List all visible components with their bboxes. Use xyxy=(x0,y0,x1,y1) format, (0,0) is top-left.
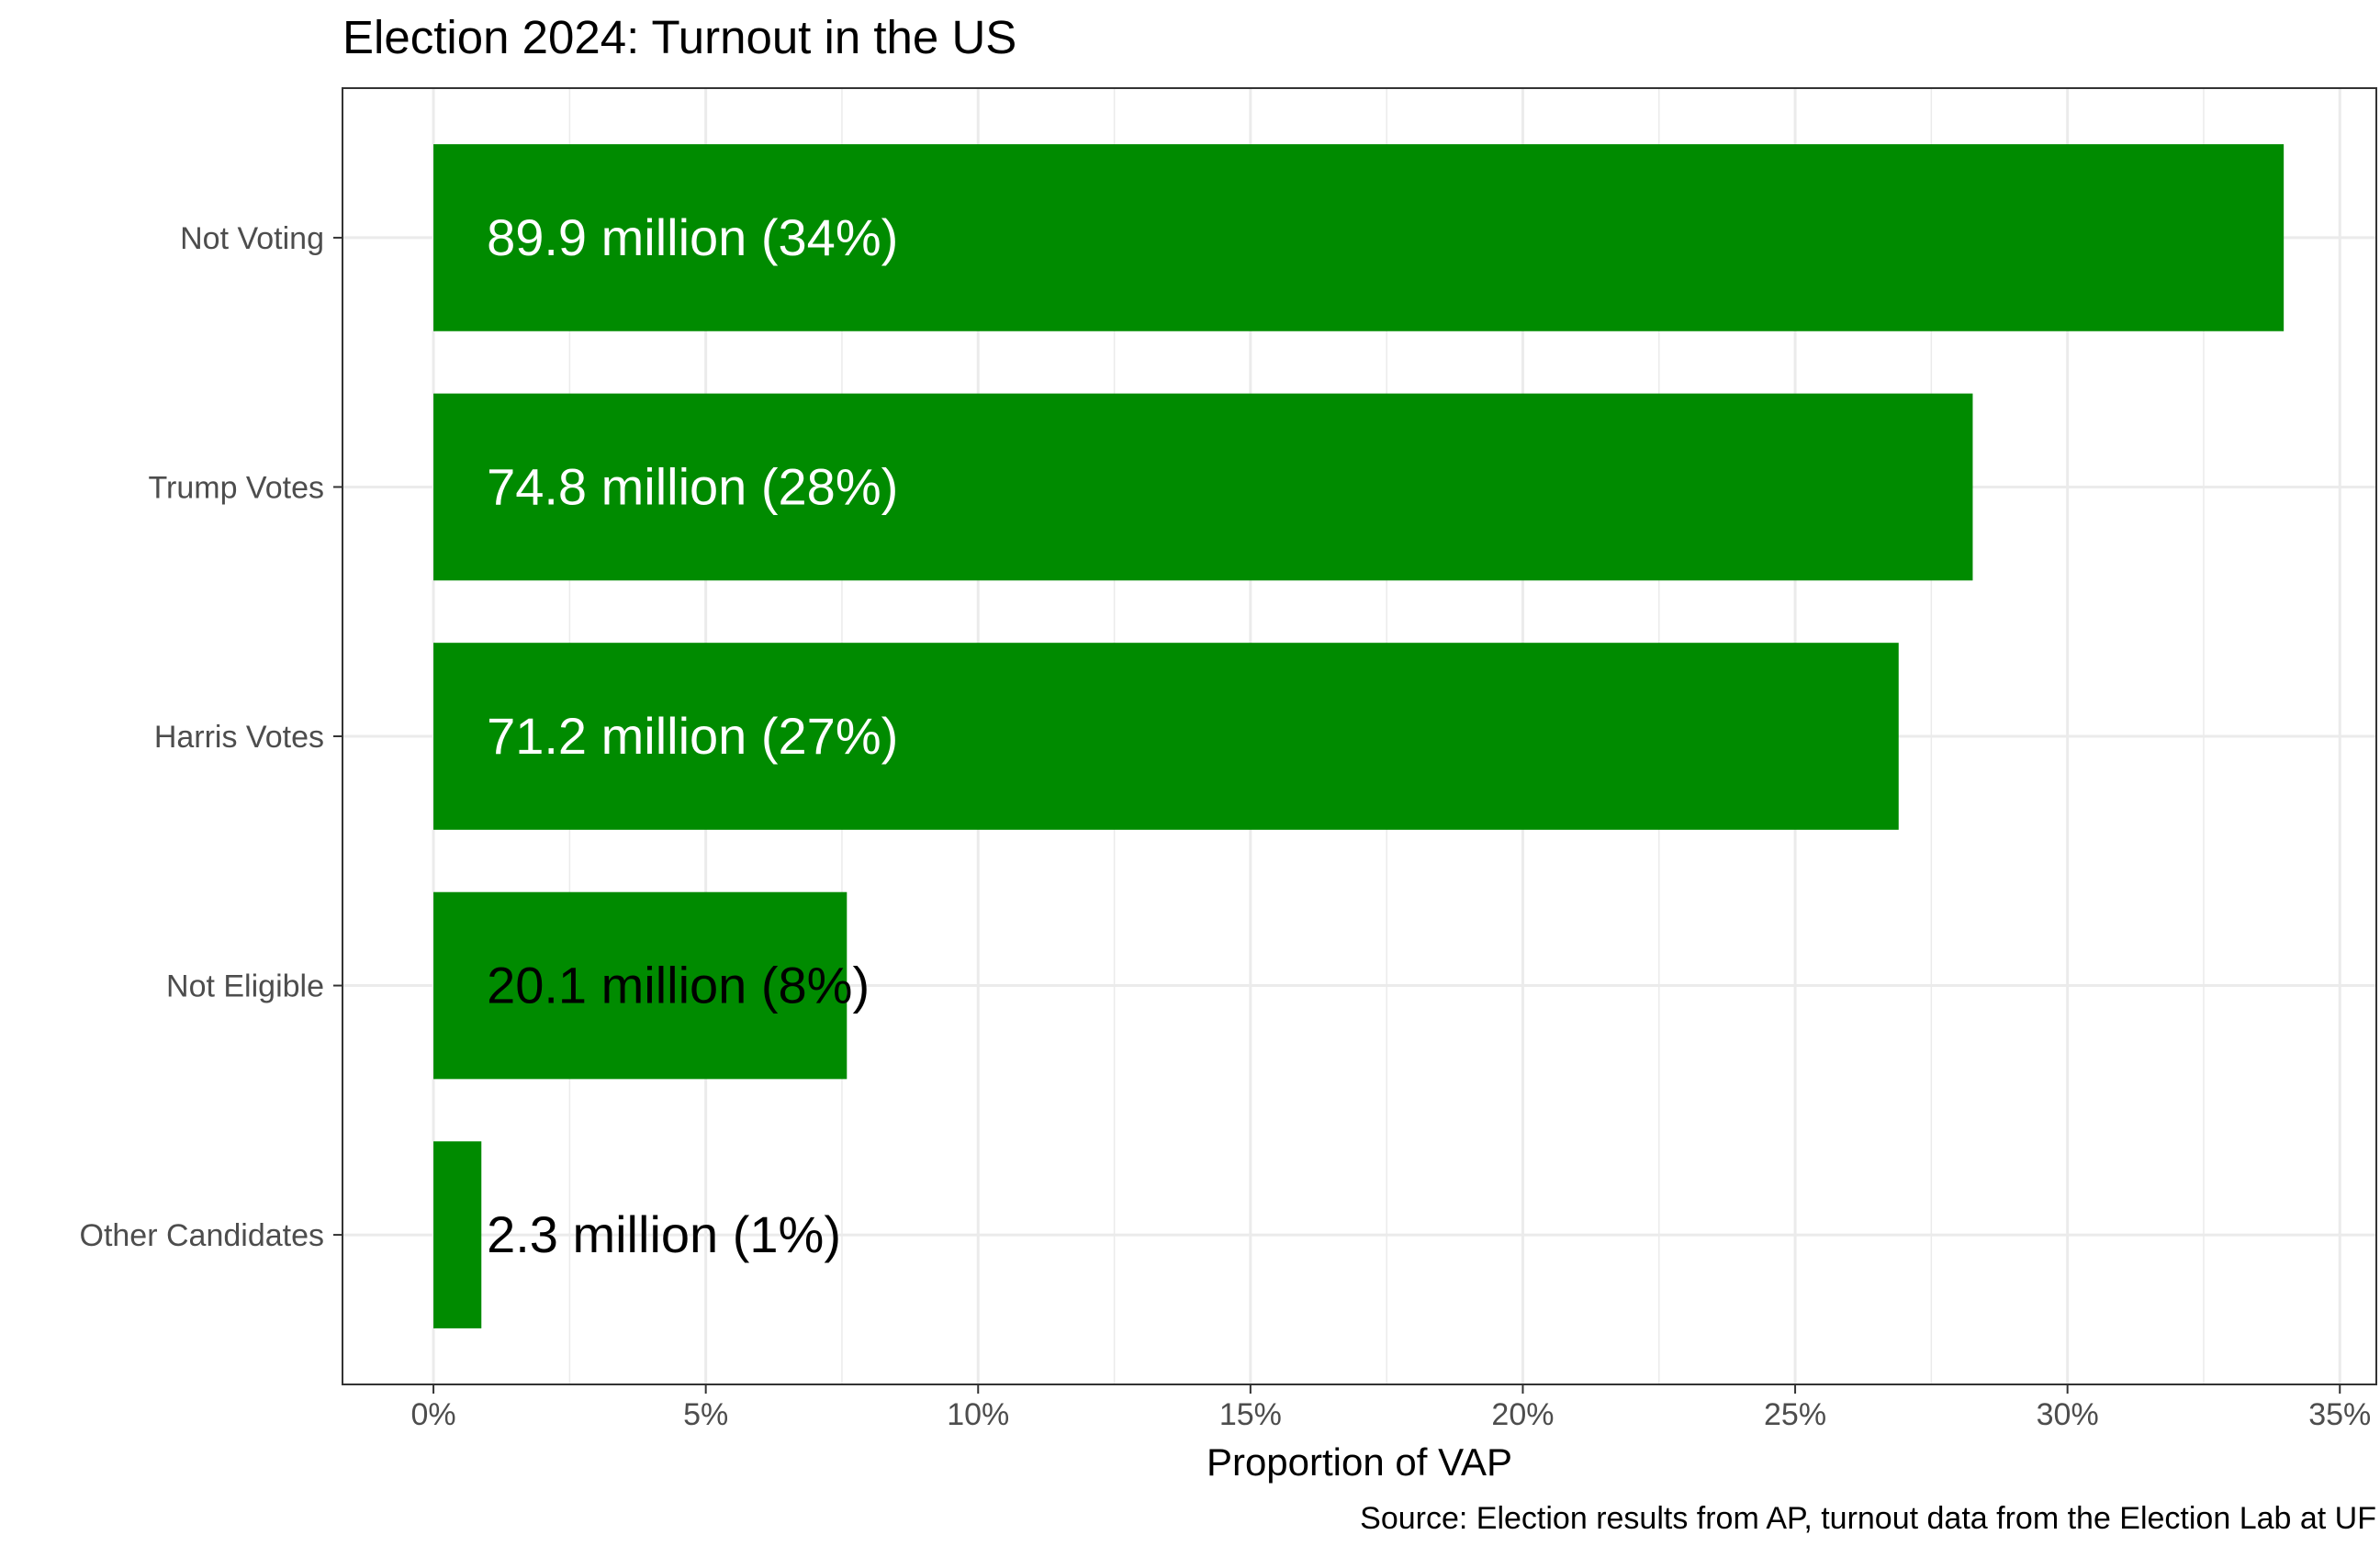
category-label: Harris Votes xyxy=(154,720,324,755)
category-label: Other Candidates xyxy=(80,1218,325,1253)
x-tick-label: 15% xyxy=(1219,1397,1282,1432)
chart-title: Election 2024: Turnout in the US xyxy=(342,11,1016,63)
bars xyxy=(433,144,2285,1328)
bar xyxy=(433,1141,482,1328)
bar-value-label: 71.2 million (27%) xyxy=(487,707,898,765)
x-tick-label: 10% xyxy=(947,1397,1009,1432)
bar xyxy=(433,144,2285,331)
bar xyxy=(433,891,848,1080)
bar-value-label: 20.1 million (8%) xyxy=(487,957,870,1014)
x-axis-title: Proportion of VAP xyxy=(1207,1440,1512,1484)
bar xyxy=(433,393,1973,581)
category-label: Not Voting xyxy=(180,221,324,256)
x-tick-label: 0% xyxy=(410,1397,455,1432)
bar-value-label: 2.3 million (1%) xyxy=(487,1205,841,1263)
y-axis: Not Voting Trump Votes Harris Votes Not Eli… xyxy=(80,221,342,1253)
x-tick-label: 35% xyxy=(2308,1397,2371,1432)
bar-value-label: 89.9 million (34%) xyxy=(487,208,898,266)
x-tick-label: 30% xyxy=(2037,1397,2099,1432)
x-tick-label: 25% xyxy=(1764,1397,1826,1432)
chart-caption: Source: Election results from AP, turnou… xyxy=(1360,1501,2376,1536)
x-tick-label: 5% xyxy=(683,1397,728,1432)
bar-labels: 89.9 million (34%) 74.8 million (28%) 71.2… xyxy=(487,208,898,1263)
bar-value-label: 74.8 million (28%) xyxy=(487,457,898,515)
category-label: Trump Votes xyxy=(149,470,324,505)
bar xyxy=(433,643,1899,830)
category-label: Not Eligible xyxy=(166,969,324,1004)
x-axis: 0% 5% 10% 15% 20% 25% 30% 35% xyxy=(410,1384,2371,1432)
x-tick-label: 20% xyxy=(1491,1397,1554,1432)
